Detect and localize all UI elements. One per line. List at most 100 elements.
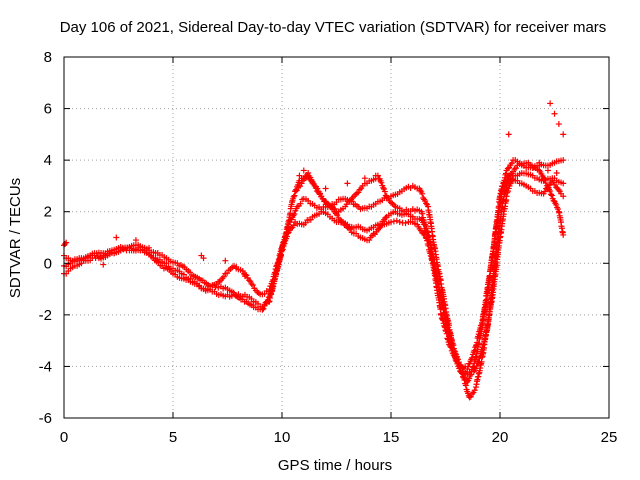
data-point-fill <box>245 277 252 284</box>
data-point-fill <box>462 382 469 389</box>
y-tick-label: 8 <box>44 49 52 66</box>
data-point-fill <box>541 176 548 183</box>
data-point <box>560 180 567 187</box>
data-point-fill <box>381 188 388 195</box>
data-point-fill <box>353 190 360 197</box>
data-point <box>344 180 351 187</box>
data-point <box>207 283 214 290</box>
data-point-fill <box>419 190 426 197</box>
data-point-fill <box>261 302 268 309</box>
y-tick-label: 6 <box>44 101 52 118</box>
data-point <box>296 172 303 179</box>
data-point-fill <box>512 165 519 172</box>
data-point-fill <box>554 206 561 213</box>
data-point <box>536 159 543 166</box>
data-point-fill <box>469 364 476 371</box>
data-point-fill <box>393 217 400 224</box>
x-tick-label: 20 <box>492 429 509 446</box>
data-point-fill <box>440 317 447 324</box>
data-point-fill <box>419 210 426 217</box>
data-point-fill <box>265 294 272 301</box>
x-tick-label: 10 <box>274 429 291 446</box>
data-point-fill <box>501 184 508 191</box>
data-point-fill <box>461 374 468 381</box>
y-axis-label: SDTVAR / TECUs <box>7 178 24 298</box>
data-point-fill <box>290 193 297 200</box>
data-point <box>392 208 399 215</box>
data-point-fill <box>508 160 515 167</box>
data-point <box>361 175 368 182</box>
data-point-fill <box>466 375 473 382</box>
data-point-fill <box>290 222 297 229</box>
data-point-fill <box>264 296 271 303</box>
data-point-fill <box>378 179 385 186</box>
data-point-fill <box>423 200 430 207</box>
data-point <box>322 185 329 192</box>
data-point-fill <box>441 324 448 331</box>
data-point-fill <box>424 228 431 235</box>
data-point-fill <box>504 176 511 183</box>
data-point <box>233 265 240 272</box>
data-point <box>259 306 266 313</box>
data-point-fill <box>471 347 478 354</box>
data-point <box>505 131 512 138</box>
data-point-fill <box>423 225 430 232</box>
data-point-fill <box>260 305 267 312</box>
data-point-fill <box>443 330 450 337</box>
y-tick-label: -6 <box>39 410 52 427</box>
data-point-fill <box>471 387 478 394</box>
y-tick-label: 0 <box>44 255 52 272</box>
data-point-fill <box>380 184 387 191</box>
data-point <box>560 131 567 138</box>
plot-frame <box>63 56 610 419</box>
data-point <box>560 231 567 238</box>
data-point-fill <box>502 180 509 187</box>
data-point <box>438 311 445 318</box>
data-point <box>555 121 562 128</box>
grid-lines <box>64 57 609 418</box>
data-point-fill <box>442 327 449 334</box>
y-tick-label: 2 <box>44 204 52 221</box>
data-point-fill <box>444 335 451 342</box>
data-point <box>457 368 464 375</box>
data-point <box>372 172 379 179</box>
data-point-fill <box>460 371 467 378</box>
data-point-fill <box>249 282 256 289</box>
data-point-fill <box>450 352 457 359</box>
data-point <box>547 188 554 195</box>
data-point <box>200 255 207 262</box>
data-point <box>553 170 560 177</box>
data-point-fill <box>467 393 474 400</box>
x-axis-label: GPS time / hours <box>278 457 392 474</box>
data-point <box>239 268 246 275</box>
data-point-fill <box>163 260 170 267</box>
data-point <box>560 157 567 164</box>
data-point-fill <box>382 214 389 221</box>
data-point-fill <box>545 184 552 191</box>
data-point-fill <box>94 253 101 260</box>
data-point <box>100 261 107 268</box>
data-point-fill <box>247 278 254 285</box>
data-point-fill <box>307 174 314 181</box>
data-point <box>547 100 554 107</box>
y-tick-label: -2 <box>39 307 52 324</box>
data-point-fill <box>314 185 321 192</box>
data-point-fill <box>293 187 300 194</box>
data-point-fill <box>316 190 323 197</box>
data-point <box>305 170 312 177</box>
data-point <box>62 240 69 247</box>
data-point-fill <box>97 253 104 260</box>
data-point-fill <box>378 222 385 229</box>
data-point <box>132 237 139 244</box>
data-point <box>113 234 120 241</box>
data-point <box>119 244 126 251</box>
data-point-fill <box>291 211 298 218</box>
y-tick-label: 4 <box>44 152 52 169</box>
data-point <box>146 244 153 251</box>
data-point-fill <box>548 192 555 199</box>
data-point-fill <box>297 200 304 207</box>
data-point <box>311 182 318 189</box>
chart-title: Day 106 of 2021, Sidereal Day-to-day VTE… <box>60 19 607 36</box>
